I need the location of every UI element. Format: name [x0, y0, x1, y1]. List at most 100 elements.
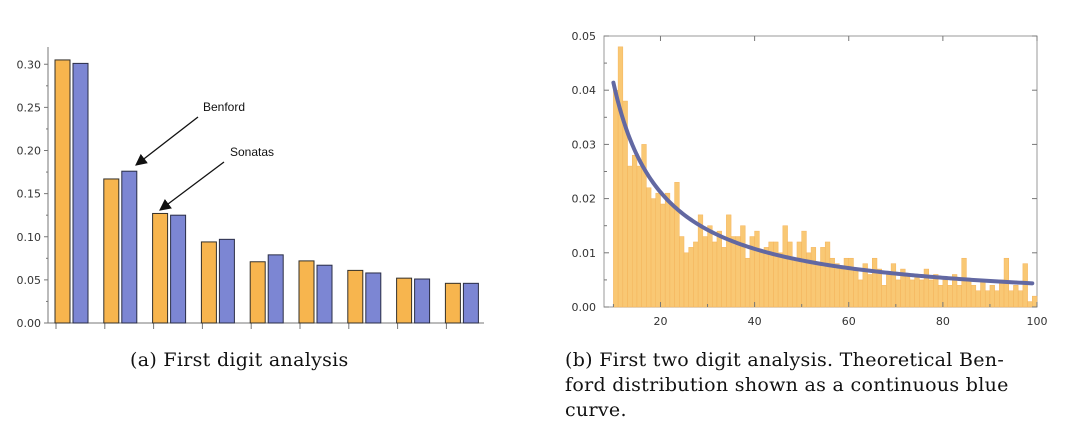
first-digit-x-axis — [48, 322, 484, 329]
histogram-bar — [994, 290, 1000, 308]
y-tick-label: 0.04 — [572, 84, 597, 97]
histogram-bar — [631, 154, 638, 308]
sonatas-bar — [152, 212, 169, 324]
benford-arrow — [135, 116, 199, 166]
benford-annotation: Benford — [203, 100, 245, 114]
histogram-bar — [792, 257, 798, 308]
histogram-bar — [679, 236, 685, 308]
histogram-bar — [1022, 263, 1028, 308]
histogram-bar — [914, 274, 920, 308]
histogram-bar — [712, 241, 718, 308]
histogram-bar — [919, 279, 925, 308]
first-digit-annotations: Benford Sonatas — [135, 100, 274, 211]
histogram-bar — [810, 247, 817, 308]
benford-bar — [218, 238, 235, 324]
histogram-bar — [730, 236, 737, 308]
histogram-bar — [664, 192, 671, 308]
y-tick-label: 0.05 — [17, 274, 42, 287]
caption-b-line-2: ford distribution shown as a continuous … — [565, 374, 1009, 396]
histogram-bar — [820, 247, 826, 308]
histogram-bar — [834, 263, 840, 308]
histogram-bar — [881, 285, 887, 308]
histogram-bar — [895, 279, 901, 308]
histogram-bar — [984, 290, 991, 308]
y-tick-label: 0.30 — [17, 58, 42, 71]
histogram-bar — [1008, 290, 1014, 308]
y-tick-label: 0.05 — [572, 30, 597, 43]
histogram-bar — [627, 165, 633, 308]
histogram-bar — [782, 225, 788, 308]
histogram-bar — [740, 225, 746, 308]
y-tick-label: 0.10 — [17, 231, 42, 244]
x-tick-label: 40 — [748, 315, 762, 328]
histogram-bar — [970, 285, 977, 308]
y-tick-label: 0.25 — [17, 101, 42, 114]
caption-b-line-1: (b) First two digit analysis. Theoretica… — [565, 349, 1005, 371]
histogram-bar — [763, 247, 769, 308]
histogram-bar — [716, 230, 722, 308]
caption-a: (a) First digit analysis — [130, 349, 349, 371]
histogram-bar — [956, 285, 962, 308]
histogram-bar — [721, 247, 727, 308]
histogram-bar — [674, 182, 680, 308]
histogram-bar — [989, 285, 995, 308]
sonatas-bar — [347, 269, 364, 324]
histogram-bar — [886, 274, 892, 308]
y-tick-label: 0.03 — [572, 138, 597, 151]
benford-bar — [72, 62, 89, 324]
sonatas-bar — [103, 178, 120, 324]
y-tick-label: 0.00 — [572, 301, 597, 314]
sonatas-bar — [200, 241, 217, 324]
histogram-bar — [702, 236, 708, 308]
histogram-bar — [815, 263, 821, 308]
first-two-digit-chart: 0.00 0.01 0.02 0.03 0.04 0.05 20 40 60 80 100 — [572, 30, 1048, 328]
histogram-bar — [688, 247, 694, 308]
histogram-bar — [890, 263, 897, 308]
histogram-bar — [613, 89, 619, 308]
histogram-bar — [683, 252, 689, 308]
histogram-bar — [754, 230, 760, 308]
y-tick-label: 0.15 — [17, 188, 42, 201]
benford-bar — [316, 264, 333, 324]
first-two-digit-histogram — [613, 46, 1038, 308]
histogram-bar — [872, 257, 878, 308]
benford-bar — [414, 278, 431, 324]
sonatas-bar — [444, 282, 461, 324]
histogram-bar — [961, 257, 967, 308]
sonatas-bar — [249, 261, 266, 324]
y-tick-label: 0.02 — [572, 193, 597, 206]
histogram-bar — [646, 187, 652, 308]
histogram-bar — [824, 241, 831, 308]
histogram-bar — [999, 279, 1005, 308]
histogram-bar — [1032, 295, 1038, 308]
caption-b-line-3: curve. — [565, 399, 627, 421]
benford-curve — [611, 80, 1035, 286]
histogram-bar — [947, 285, 953, 308]
first-two-digit-x-axis: 20 40 60 80 100 — [612, 36, 1048, 328]
histogram-bar — [787, 241, 793, 308]
sonatas-bar — [54, 59, 71, 324]
histogram-bar — [744, 257, 751, 308]
histogram-bar — [777, 252, 784, 308]
histogram-bar — [848, 257, 854, 308]
histogram-bar — [1027, 301, 1033, 308]
sonatas-bar — [298, 260, 315, 324]
histogram-bar — [773, 241, 779, 308]
benford-bar — [170, 214, 187, 324]
sonatas-bar — [396, 277, 413, 324]
histogram-bar — [966, 279, 972, 308]
histogram-bar — [1017, 290, 1024, 308]
benford-bar — [365, 272, 382, 324]
histogram-bar — [928, 279, 934, 308]
histogram-bar — [801, 230, 807, 308]
histogram-bar — [904, 274, 911, 308]
first-digit-chart: 0.00 0.05 0.10 0.15 0.20 0.25 0.30 Benford Son… — [17, 47, 484, 330]
histogram-bar — [617, 46, 624, 308]
histogram-bar — [937, 285, 944, 308]
histogram-bar — [693, 241, 699, 308]
x-tick-label: 100 — [1027, 315, 1048, 328]
first-digit-y-axis: 0.00 0.05 0.10 0.15 0.20 0.25 0.30 — [17, 47, 49, 330]
histogram-bar — [942, 279, 948, 308]
histogram-bar — [857, 279, 864, 308]
